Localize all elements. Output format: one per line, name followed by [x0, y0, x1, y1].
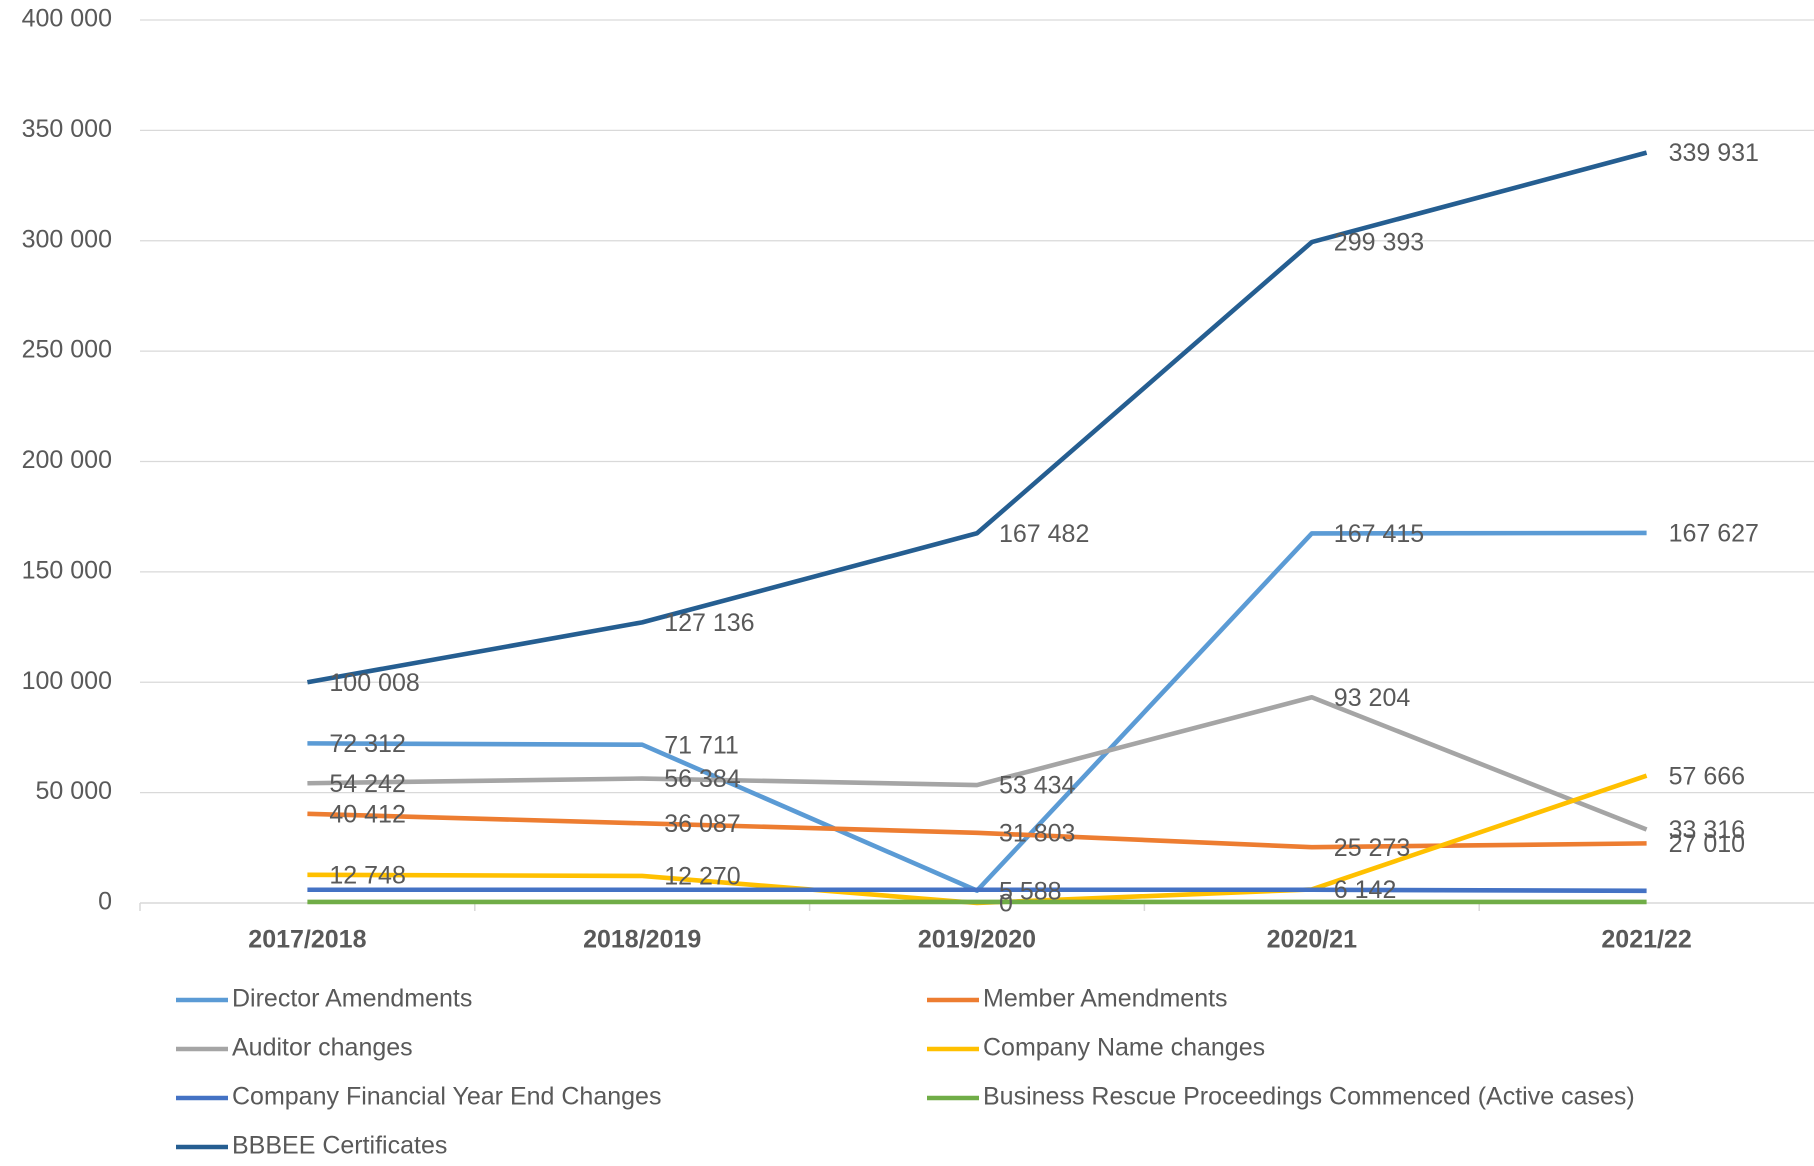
y-tick-label: 100 000 [22, 667, 112, 695]
y-tick-label: 50 000 [36, 777, 112, 805]
data-label: 167 627 [1669, 520, 1759, 548]
data-label: 6 142 [1334, 876, 1397, 904]
data-label: 5 588 [999, 877, 1062, 905]
x-tick-label: 2019/2020 [918, 926, 1036, 954]
series-line [307, 811, 1647, 850]
data-label: 0 [999, 890, 1013, 918]
series-line [307, 887, 1647, 894]
x-tick-label: 2020/21 [1267, 926, 1357, 954]
data-label: 71 711 [664, 731, 739, 759]
x-tick-label: 2021/22 [1601, 926, 1691, 954]
data-label: 167 482 [999, 520, 1089, 548]
y-tick-label: 300 000 [22, 225, 112, 253]
y-tick-label: 250 000 [22, 336, 112, 364]
legend-label: Business Rescue Proceedings Commenced (A… [983, 1083, 1635, 1111]
data-label: 167 415 [1334, 520, 1424, 548]
data-label: 57 666 [1669, 762, 1745, 790]
legend-label: Auditor changes [232, 1034, 413, 1062]
y-tick-label: 0 [98, 888, 112, 916]
data-label: 54 242 [329, 770, 405, 798]
series-line [307, 530, 1647, 893]
data-label: 299 393 [1334, 229, 1424, 257]
data-label: 36 087 [664, 810, 740, 838]
y-tick-label: 350 000 [22, 115, 112, 143]
data-label: 127 136 [664, 609, 754, 637]
series-line [306, 150, 1648, 685]
data-label: 100 008 [329, 669, 419, 697]
y-tick-label: 150 000 [22, 556, 112, 584]
data-label: 33 316 [1669, 816, 1745, 844]
legend-label: Company Financial Year End Changes [232, 1083, 661, 1111]
legend-label: Director Amendments [232, 985, 472, 1013]
y-tick-label: 400 000 [22, 5, 112, 33]
data-label: 93 204 [1334, 684, 1411, 712]
data-label: 25 273 [1334, 834, 1410, 862]
data-label: 12 270 [664, 863, 740, 891]
data-label: 40 412 [329, 800, 405, 828]
series-line [307, 773, 1648, 906]
series-line [307, 694, 1648, 832]
data-label: 56 384 [664, 765, 741, 793]
data-label: 12 748 [329, 861, 405, 889]
data-label: 27 010 [1669, 830, 1745, 858]
x-tick-label: 2017/2018 [248, 926, 366, 954]
legend-label: Member Amendments [983, 985, 1228, 1013]
data-label: 53 434 [999, 772, 1076, 800]
y-tick-label: 200 000 [22, 446, 112, 474]
data-label: 339 931 [1669, 139, 1759, 167]
x-tick-label: 2018/2019 [583, 926, 701, 954]
data-label: 31 803 [999, 819, 1075, 847]
data-label: 72 312 [329, 730, 405, 758]
legend-label: Company Name changes [983, 1034, 1265, 1062]
legend-label: BBBEE Certificates [232, 1132, 447, 1160]
